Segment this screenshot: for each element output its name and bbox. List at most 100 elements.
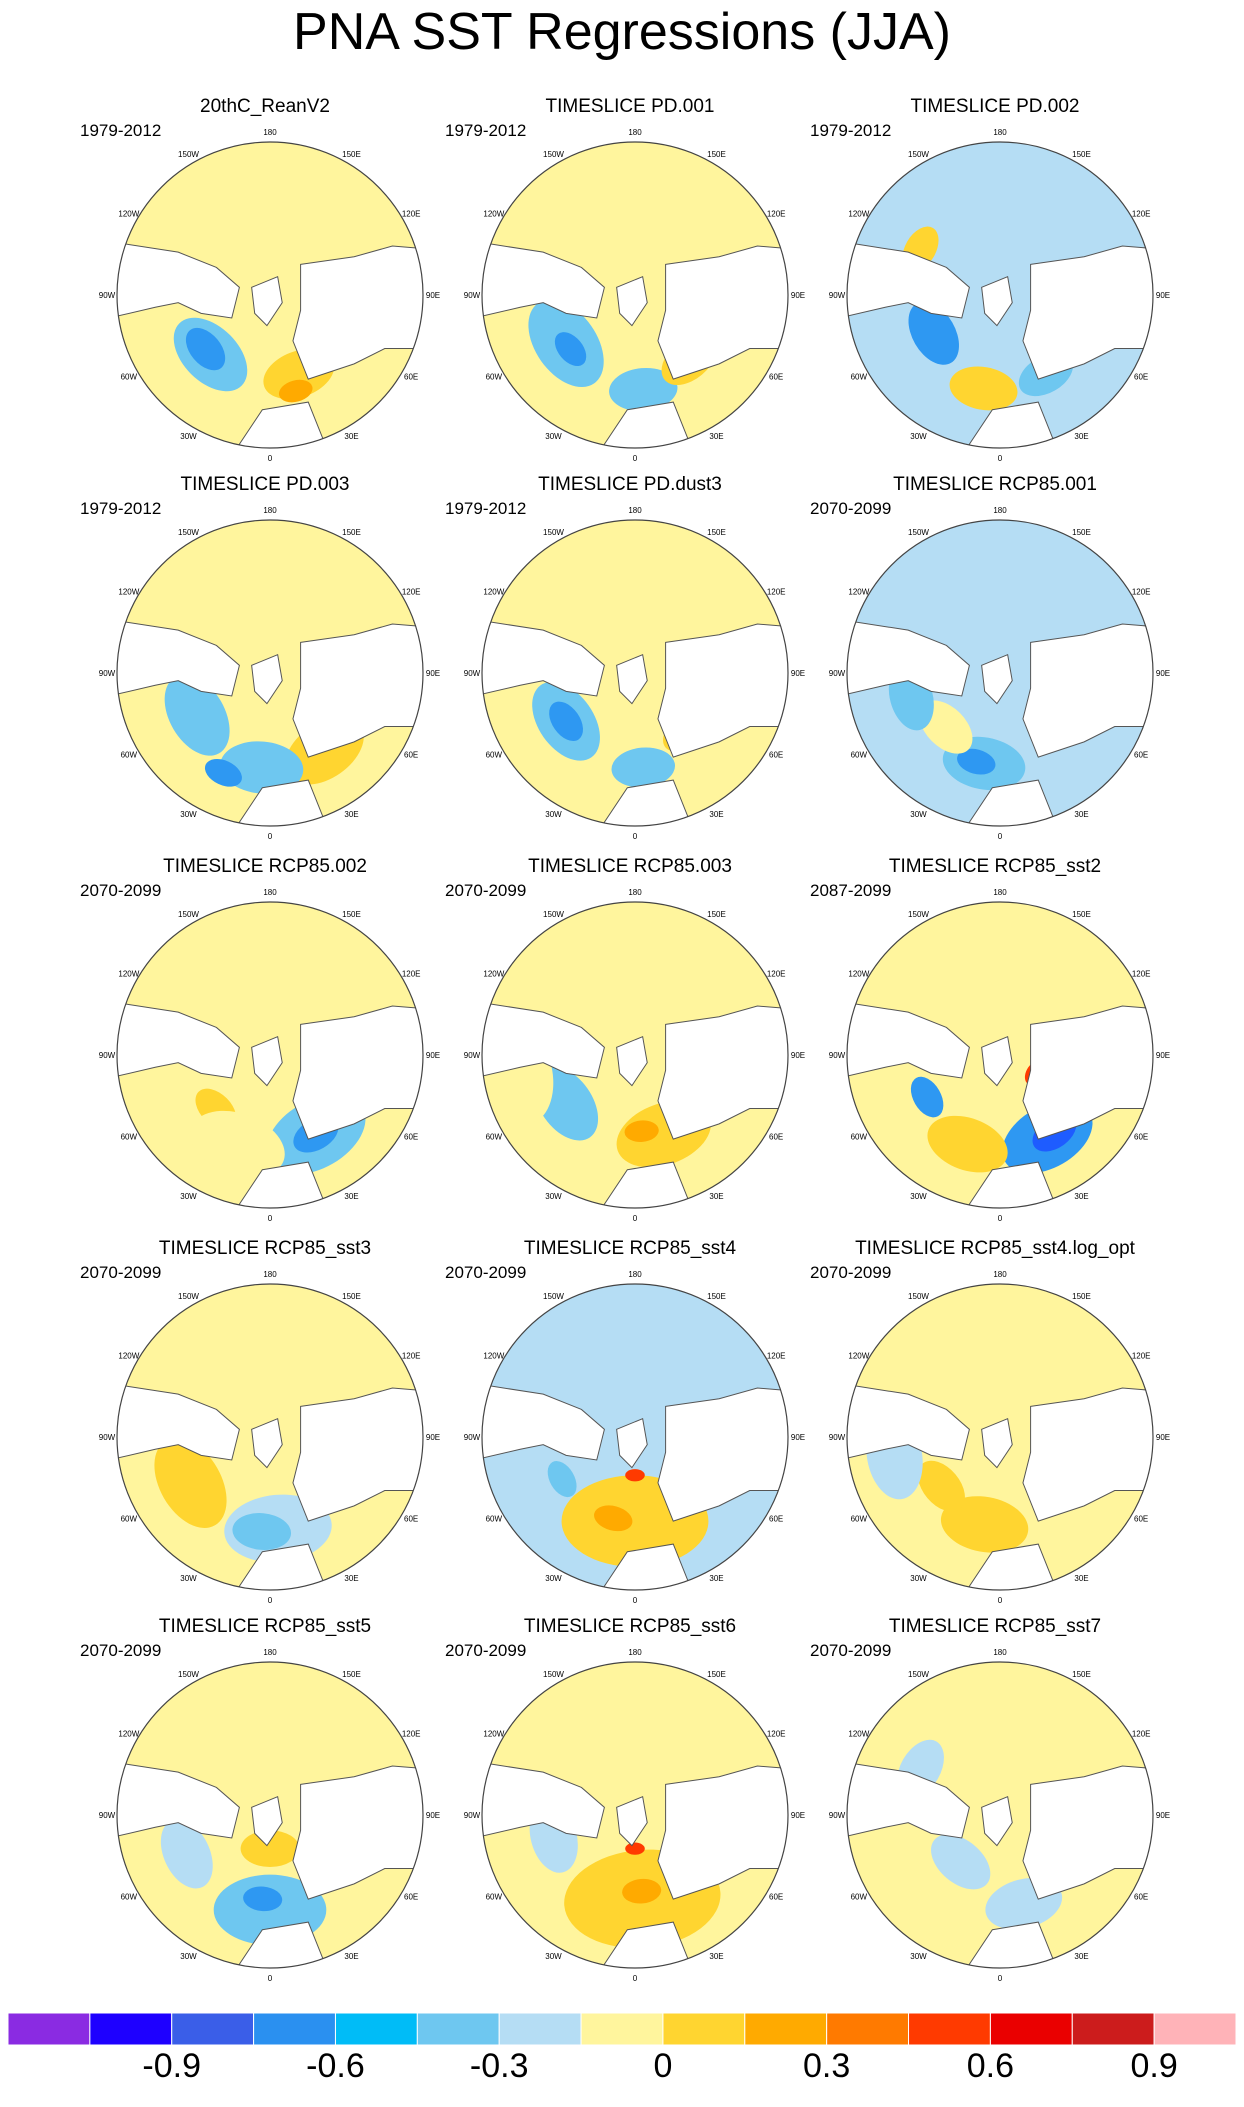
- meridian-label: 150W: [543, 528, 564, 537]
- meridian-label: 150W: [908, 910, 929, 919]
- land-mass: [847, 1000, 970, 1079]
- sst-anomaly-patch: [957, 748, 996, 775]
- meridian-label: 90E: [791, 1433, 805, 1442]
- meridian-label: 60E: [404, 1515, 418, 1524]
- polar-map: 180 150E 120E 90E 60E 30E 0 30W 60W 90W 120W 150W: [99, 1648, 440, 1983]
- polar-map: 180 150E 120E 90E 60E 30E 0 30W 60W 90W 120W 150W: [99, 128, 440, 463]
- meridian-label: 90E: [426, 291, 440, 300]
- meridian-label: 60W: [121, 1515, 138, 1524]
- land-mass: [482, 1382, 605, 1461]
- colorbar-tick-label: -0.9: [142, 2047, 202, 2085]
- meridian-label: 180: [263, 128, 277, 137]
- sst-anomaly-patch: [910, 1076, 944, 1118]
- meridian-label: 0: [633, 1974, 638, 1983]
- land-mass: [117, 1760, 240, 1839]
- meridian-label: 30E: [344, 1952, 358, 1961]
- colorbar-swatch: [662, 2013, 746, 2045]
- meridian-label: 90E: [426, 1051, 440, 1060]
- globe-outline: [846, 1283, 1154, 1591]
- meridian-label: 120E: [1132, 970, 1151, 979]
- meridian-label: 180: [993, 506, 1007, 515]
- land-mass: [657, 1005, 788, 1140]
- land-mass: [847, 618, 970, 697]
- map-panel: TIMESLICE RCP85.001 2070-2099 180 150E 120E 9…: [810, 473, 1180, 843]
- land-mass: [657, 245, 788, 380]
- meridian-label: 0: [268, 1214, 273, 1223]
- land-mass: [981, 1795, 1013, 1847]
- panel-years: 2070-2099: [445, 881, 527, 900]
- panel-title: TIMESLICE PD.dust3: [538, 474, 722, 495]
- sst-anomaly-patch: [164, 674, 230, 756]
- meridian-label: 30E: [344, 1192, 358, 1201]
- meridian-label: 30E: [1074, 1192, 1088, 1201]
- globe-outline: [846, 519, 1154, 827]
- land-mass: [1022, 623, 1153, 758]
- panel-years: 1979-2012: [810, 121, 892, 140]
- sst-anomaly-patch: [609, 367, 678, 412]
- polar-map: 180 150E 120E 90E 60E 30E 0 30W 60W 90W 120W 150W: [464, 506, 805, 841]
- meridian-label: 90W: [464, 1811, 481, 1820]
- sst-anomaly-patch: [549, 701, 584, 741]
- meridian-label: 150W: [178, 1670, 199, 1679]
- sst-anomaly-patch: [243, 1886, 283, 1912]
- map-panel: TIMESLICE RCP85_sst3 2070-2099 180 150E 120E…: [80, 1237, 450, 1607]
- sst-anomaly-patch: [190, 1110, 285, 1178]
- meridian-label: 60E: [404, 373, 418, 382]
- meridian-label: 150E: [707, 1670, 726, 1679]
- meridian-label: 180: [263, 1648, 277, 1657]
- sst-anomaly-patch: [927, 1115, 1008, 1173]
- land-mass: [292, 1765, 423, 1900]
- panel-years: 2070-2099: [445, 1641, 527, 1660]
- meridian-label: 30W: [910, 1192, 927, 1201]
- land-mass: [482, 618, 605, 697]
- meridian-label: 180: [628, 1648, 642, 1657]
- polar-map: 180 150E 120E 90E 60E 30E 0 30W 60W 90W 120W 150W: [829, 1648, 1170, 1983]
- meridian-label: 120W: [483, 210, 504, 219]
- panel-years: 1979-2012: [80, 121, 162, 140]
- meridian-label: 90E: [1156, 669, 1170, 678]
- meridian-label: 0: [268, 1596, 273, 1605]
- panel-years: 2070-2099: [80, 1641, 162, 1660]
- land-mass: [657, 1387, 788, 1522]
- meridian-label: 150W: [178, 910, 199, 919]
- colorbar-tick-label: 0: [653, 2047, 673, 2085]
- colorbar-tick-label: 0.6: [966, 2047, 1015, 2085]
- meridian-label: 180: [263, 506, 277, 515]
- map-panel: TIMESLICE RCP85_sst6 2070-2099 180 150E 120E…: [445, 1615, 815, 1985]
- sst-anomaly-patch: [278, 379, 313, 403]
- meridian-label: 150E: [1072, 150, 1091, 159]
- meridian-label: 60E: [1134, 373, 1148, 382]
- meridian-label: 150W: [908, 1670, 929, 1679]
- panel-years: 2070-2099: [445, 1263, 527, 1282]
- colorbar-tick-label: -0.6: [306, 2047, 365, 2085]
- meridian-label: 30E: [709, 1952, 723, 1961]
- meridian-label: 30E: [1074, 1952, 1088, 1961]
- meridian-label: 90E: [426, 1433, 440, 1442]
- meridian-label: 180: [993, 888, 1007, 897]
- meridian-label: 60E: [769, 1893, 783, 1902]
- meridian-label: 30W: [545, 1574, 562, 1583]
- meridian-label: 150W: [908, 528, 929, 537]
- map-panel: TIMESLICE PD.003 1979-2012 180 150E 120E 90E 6…: [80, 473, 450, 843]
- meridian-label: 60E: [1134, 751, 1148, 760]
- colorbar-swatch: [1071, 2013, 1155, 2045]
- meridian-label: 30E: [709, 810, 723, 819]
- meridian-label: 150W: [178, 150, 199, 159]
- globe-outline: [116, 1661, 424, 1969]
- meridian-label: 60E: [1134, 1515, 1148, 1524]
- meridian-label: 120W: [483, 1730, 504, 1739]
- meridian-label: 30E: [709, 432, 723, 441]
- meridian-label: 180: [263, 1270, 277, 1279]
- colorbar-swatch: [744, 2013, 828, 2045]
- sst-anomaly-patch: [625, 1469, 645, 1482]
- land-mass: [251, 1417, 283, 1469]
- panel-title: TIMESLICE RCP85.001: [893, 474, 1097, 495]
- panel-years: 2070-2099: [80, 1263, 162, 1282]
- meridian-label: 60W: [851, 751, 868, 760]
- meridian-label: 120W: [848, 1730, 869, 1739]
- meridian-label: 0: [268, 454, 273, 463]
- meridian-label: 90W: [829, 1811, 846, 1820]
- meridian-label: 90W: [829, 291, 846, 300]
- meridian-label: 30W: [910, 432, 927, 441]
- meridian-label: 120E: [402, 588, 421, 597]
